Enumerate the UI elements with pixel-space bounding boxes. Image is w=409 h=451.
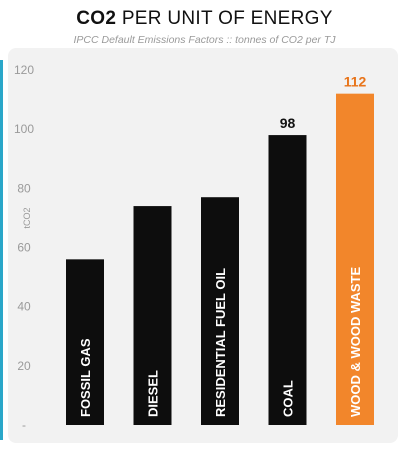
category-label: WOOD & WOOD WASTE (348, 266, 363, 417)
left-edge-accent (0, 60, 3, 440)
data-label: 112 (344, 74, 367, 90)
y-tick-label: 80 (17, 181, 31, 195)
category-label: DIESEL (146, 370, 161, 417)
y-tick-label: 60 (17, 241, 31, 255)
chart-title-rest: PER UNIT OF ENERGY (116, 8, 333, 29)
bar-diesel (133, 206, 172, 425)
category-label: RESIDENTIAL FUEL OIL (213, 268, 228, 417)
bar-coal (268, 135, 307, 426)
y-axis-label: tCO2 (22, 207, 32, 228)
bar-wood-wood-waste (336, 93, 374, 426)
category-label: COAL (281, 380, 296, 417)
y-tick-label: 100 (14, 122, 34, 136)
data-label: 98 (280, 115, 296, 131)
bar-residential-fuel-oil (201, 197, 239, 425)
y-tick-label: - (22, 418, 26, 432)
chart-subtitle: IPCC Default Emissions Factors :: tonnes… (73, 34, 336, 46)
category-label: FOSSIL GAS (78, 338, 93, 417)
bar-fossil-gas (66, 259, 104, 425)
chart-title: CO2 PER UNIT OF ENERGY (0, 8, 409, 30)
y-tick-label: 120 (14, 63, 34, 77)
y-tick-label: 20 (17, 359, 31, 373)
y-tick-label: 40 (17, 300, 31, 314)
chart-title-bold: CO2 (76, 8, 117, 29)
